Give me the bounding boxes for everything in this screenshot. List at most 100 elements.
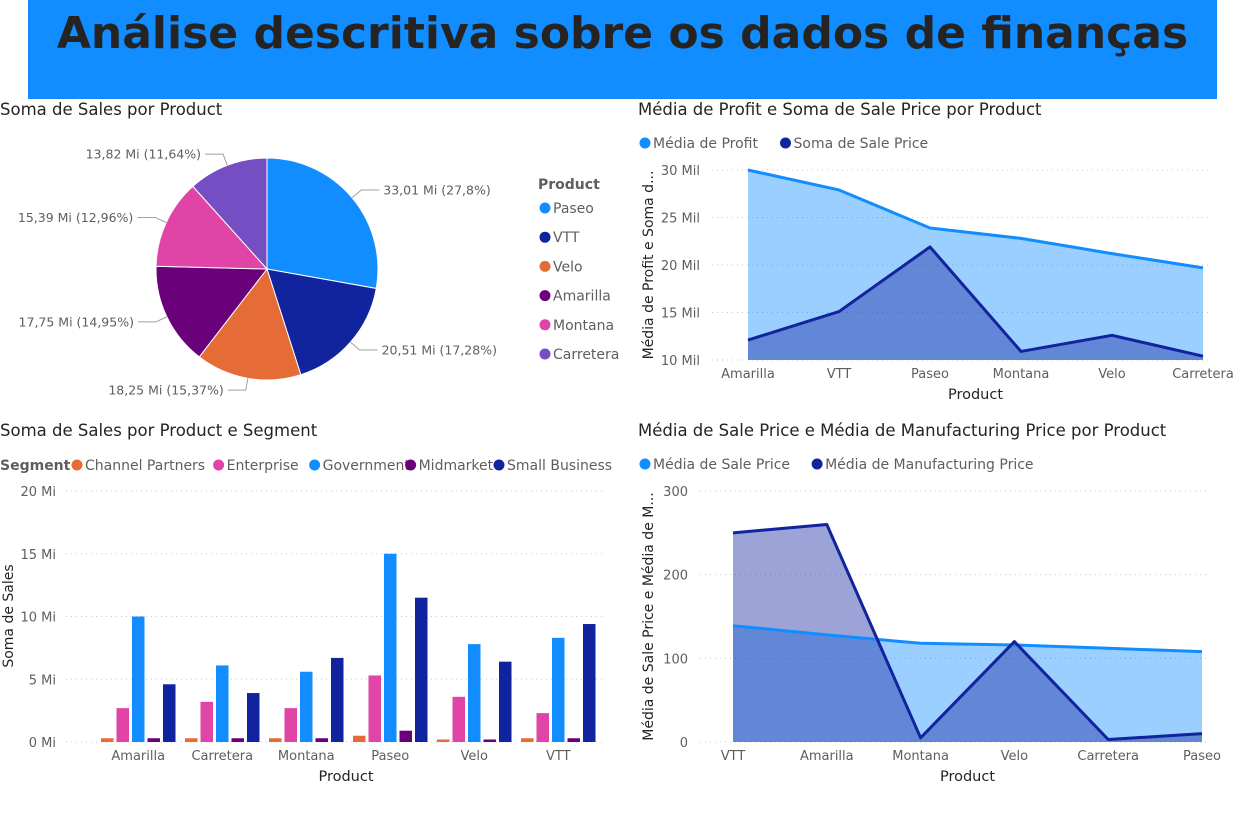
bar-carretera-small-business[interactable] (247, 693, 260, 742)
pie-legend-marker (539, 202, 551, 214)
x-tick-label: VTT (721, 749, 746, 764)
bar-montana-enterprise[interactable] (284, 708, 298, 742)
bar-paseo-midmarket[interactable] (399, 730, 413, 742)
bar-legend-item[interactable]: Midmarket (419, 458, 494, 474)
legend-marker (639, 137, 651, 149)
bar-carretera-channel-partners[interactable] (185, 738, 198, 742)
bar-amarilla-small-business[interactable] (163, 684, 176, 742)
bar-vtt-midmarket[interactable] (567, 738, 581, 742)
bar-montana-channel-partners[interactable] (269, 738, 282, 742)
bar-velo-channel-partners[interactable] (437, 739, 450, 742)
pie-data-label: 20,51 Mi (17,28%) (382, 342, 497, 357)
x-axis-title: Product (940, 769, 995, 785)
x-tick-label: VTT (827, 367, 852, 382)
pie-legend-marker (539, 319, 551, 331)
bar-vtt-channel-partners[interactable] (521, 738, 534, 742)
series-line-1[interactable] (747, 245, 1204, 358)
bar-vtt-government[interactable] (552, 637, 565, 742)
pie-legend-item[interactable]: Paseo (553, 201, 594, 217)
legend-item[interactable]: Média de Sale Price (653, 457, 790, 473)
legend-item[interactable]: Média de Manufacturing Price (825, 457, 1033, 473)
bar-legend-marker (213, 459, 225, 471)
pie-legend-item[interactable]: Carretera (553, 347, 619, 363)
x-tick-label: Paseo (1183, 749, 1221, 764)
bar-legend-item[interactable]: Enterprise (227, 458, 299, 474)
pie-legend-marker (539, 260, 551, 272)
pie-legend-item[interactable]: Amarilla (553, 289, 611, 305)
bar-montana-government[interactable] (300, 671, 313, 742)
page-title: Análise descritiva sobre os dados de fin… (56, 8, 1189, 59)
bar-montana-midmarket[interactable] (315, 738, 329, 742)
pie-legend-marker (539, 290, 551, 302)
x-axis-title: Product (948, 387, 1003, 403)
bar-carretera-government[interactable] (216, 665, 229, 742)
legend-item[interactable]: Soma de Sale Price (794, 136, 929, 152)
bar-vtt-enterprise[interactable] (536, 713, 550, 742)
pie-legend-item[interactable]: Montana (553, 318, 614, 334)
series-area-0[interactable] (748, 170, 1203, 360)
pie-chart-title: Soma de Sales por Product (0, 100, 223, 119)
bar-legend-item[interactable]: Small Business (507, 458, 612, 474)
pie-slice-carretera[interactable] (192, 157, 268, 271)
series-area-1[interactable] (748, 246, 1203, 360)
bar-carretera-enterprise[interactable] (200, 701, 214, 742)
x-tick-label: Velo (461, 749, 488, 764)
bar-vtt-small-business[interactable] (583, 624, 596, 742)
x-tick-label: Amarilla (721, 367, 775, 382)
bar-velo-small-business[interactable] (499, 661, 512, 742)
legend-item[interactable]: Média de Profit (653, 136, 758, 152)
pie-slice-paseo[interactable] (266, 157, 379, 290)
y-tick-label: 0 (680, 736, 688, 751)
x-tick-label: Paseo (911, 367, 949, 382)
bar-legend-title: Segment (0, 458, 71, 474)
bar-montana-small-business[interactable] (331, 657, 344, 742)
pie-leader-line (351, 189, 380, 199)
bar-legend-item[interactable]: Channel Partners (85, 458, 205, 474)
y-tick-label: 10 Mil (661, 354, 700, 369)
pie-leader-line (227, 378, 249, 391)
bar-velo-government[interactable] (468, 644, 481, 742)
y-tick-label: 15 Mil (661, 307, 700, 322)
pie-legend-item[interactable]: Velo (553, 259, 583, 275)
x-tick-label: Montana (278, 749, 335, 764)
x-tick-label: Carretera (191, 749, 253, 764)
bar-chart-title: Soma de Sales por Product e Segment (0, 421, 318, 440)
bar-paseo-enterprise[interactable] (368, 675, 382, 742)
bar-amarilla-midmarket[interactable] (147, 738, 161, 742)
y-tick-label: 200 (663, 569, 688, 584)
bar-amarilla-channel-partners[interactable] (101, 738, 114, 742)
x-tick-label: Amarilla (111, 749, 165, 764)
y-tick-label: 20 Mi (20, 485, 56, 500)
series-line-1[interactable] (732, 522, 1203, 741)
bar-paseo-small-business[interactable] (415, 597, 428, 742)
legend-marker (811, 458, 823, 470)
bar-carretera-midmarket[interactable] (231, 738, 245, 742)
pie-slice-montana[interactable] (155, 185, 269, 270)
pie-legend-marker (539, 348, 551, 360)
pie-slice-amarilla[interactable] (155, 265, 268, 358)
series-line-0[interactable] (732, 624, 1203, 654)
bar-amarilla-government[interactable] (132, 616, 145, 743)
series-line-0[interactable] (747, 168, 1204, 270)
bar-velo-enterprise[interactable] (452, 696, 466, 742)
y-tick-label: 10 Mi (20, 611, 56, 626)
y-axis-title: Média de Profit e Soma d... (641, 171, 657, 360)
pie-legend-item[interactable]: VTT (553, 230, 580, 246)
x-tick-label: VTT (546, 749, 571, 764)
bar-velo-midmarket[interactable] (483, 739, 497, 742)
pie-slice-velo[interactable] (198, 267, 302, 381)
x-axis-title: Product (318, 769, 373, 785)
y-tick-label: 100 (663, 652, 688, 667)
x-tick-label: Montana (993, 367, 1050, 382)
bar-paseo-channel-partners[interactable] (353, 735, 366, 742)
bar-legend-item[interactable]: Government (323, 458, 411, 474)
bar-paseo-government[interactable] (384, 553, 397, 742)
bar-amarilla-enterprise[interactable] (116, 708, 130, 742)
pie-data-label: 15,39 Mi (12,96%) (18, 210, 133, 225)
pie-leader-line (137, 316, 168, 323)
pie-leader-line (137, 216, 167, 223)
